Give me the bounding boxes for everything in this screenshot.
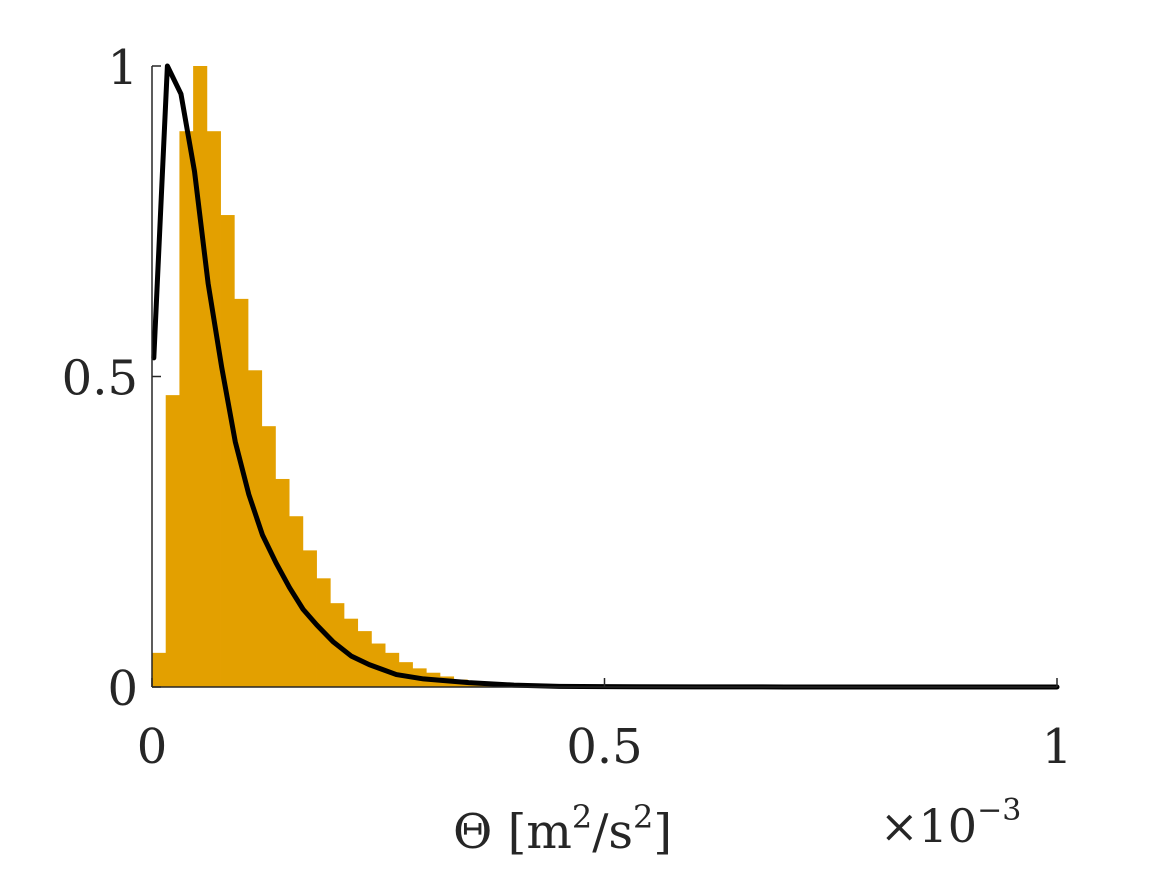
x-tick-label: 0 [137,719,168,775]
x-tick-label: 1 [1042,719,1073,775]
histogram-bar [247,370,263,687]
x-axis-multiplier: ×10−3 [880,793,1021,853]
histogram-bar [357,631,372,687]
histogram-bar [206,131,221,687]
histogram-bar [371,643,386,687]
y-tick-label: 1 [107,40,138,96]
histogram-bar [234,298,249,687]
axes: 00.51 0 0.5 1 [62,40,1073,775]
histogram-bar [220,215,235,688]
histogram-bar [165,395,180,687]
histogram-bars [152,66,592,688]
histogram-bar [152,652,167,687]
x-ticks: 0 0.5 1 [137,678,1073,775]
y-ticks: 00.51 [62,40,161,717]
histogram-bar [193,66,208,687]
y-tick-label: 0.5 [62,351,138,407]
histogram-bar [179,131,194,687]
histogram-bar [261,426,276,687]
y-tick-label: 0 [107,661,138,717]
histogram-bar [385,652,400,687]
x-tick-label: 0.5 [566,719,642,775]
x-axis-label: Θ [m2/s2] [453,798,672,860]
histogram-bar [275,478,290,687]
